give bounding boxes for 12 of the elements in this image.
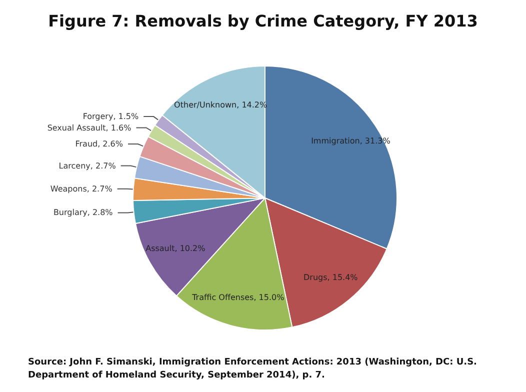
slice-label: Traffic Offenses, 15.0% [191, 292, 285, 302]
slice-label: Assault, 10.2% [146, 244, 206, 254]
slice-label: Larceny, 2.7% [58, 161, 116, 170]
source-note: Source: John F. Simanski, Immigration Enforcement Actions: 2013 (Washington, DC: U.S. Department of Homeland Security, September 2014), p. 7. [28, 358, 480, 380]
slice-label: Other/Unknown, 14.2% [174, 100, 268, 110]
slice-label: Fraud, 2.6% [75, 139, 124, 148]
slice-label: Sexual Assault, 1.6% [47, 123, 132, 132]
slice-label: Forgery, 1.5% [82, 112, 140, 122]
slice-label: Weapons, 2.7% [50, 184, 113, 194]
slice-label: Burglary, 2.8% [53, 208, 114, 218]
slice-label: Drugs, 15.4% [303, 272, 358, 282]
chart-title: Figure 7: Removals by Crime Category, FY 2013 [48, 12, 478, 30]
